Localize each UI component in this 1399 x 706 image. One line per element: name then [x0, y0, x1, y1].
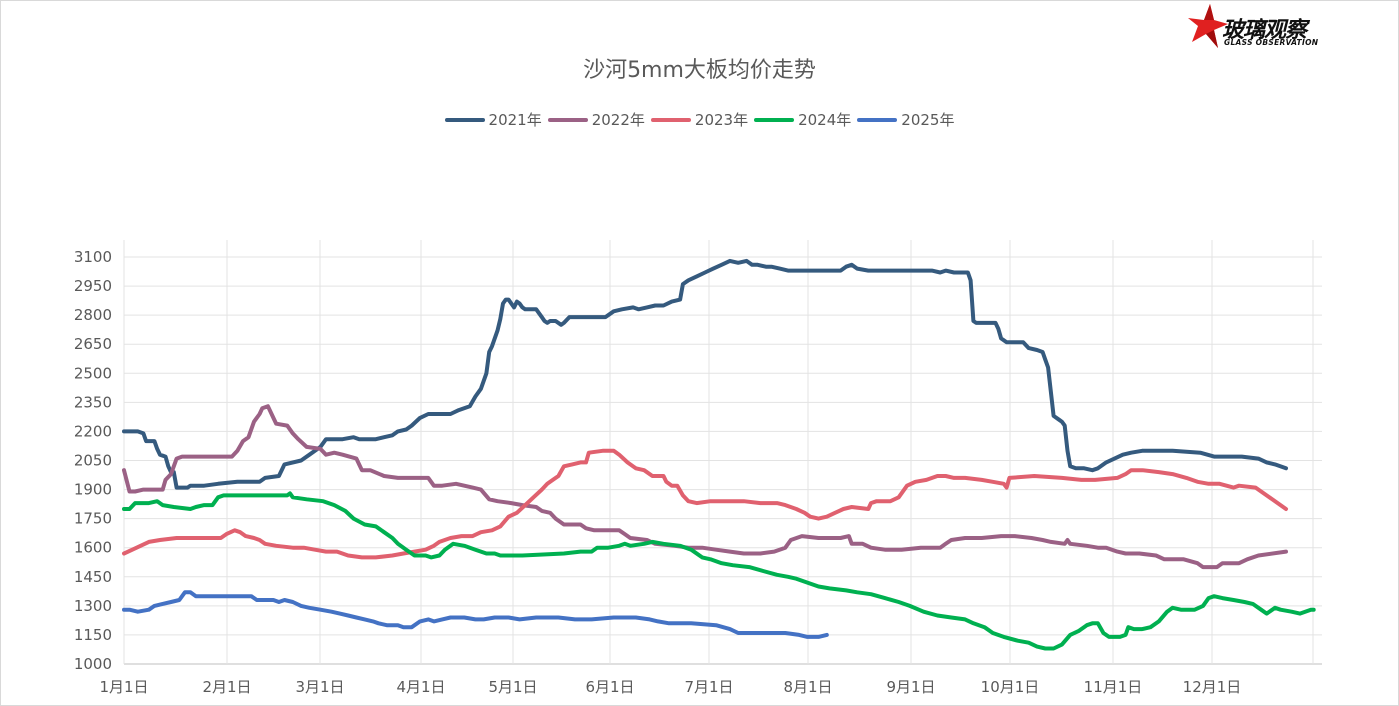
y-tick-label: 2050 [74, 452, 112, 470]
legend-item-2022[interactable]: 2022年 [547, 109, 645, 130]
x-axis: 1月1日 2月1日 3月1日 4月1日 5月1日 6月1日 7月1日 8月1日 9月1日 10月1… [99, 678, 1241, 696]
legend-item-2021[interactable]: 2021年 [444, 109, 542, 130]
x-tick-label: 5月1日 [488, 678, 537, 696]
y-tick-label: 2800 [74, 306, 112, 324]
y-axis: 3100 2950 2800 2650 2500 2350 2200 2050 1900 1750… [74, 248, 112, 673]
chart-legend: 2021年 2022年 2023年 2024年 2025年 [0, 109, 1399, 130]
y-tick-label: 2950 [74, 277, 112, 295]
x-tick-label: 12月1日 [1183, 678, 1242, 696]
y-tick-label: 1000 [74, 655, 112, 673]
y-tick-label: 1600 [74, 539, 112, 557]
chart-title: 沙河5mm大板均价走势 [583, 58, 816, 83]
y-tick-label: 1450 [74, 568, 112, 586]
legend-label: 2021年 [488, 111, 542, 129]
y-tick-label: 1300 [74, 597, 112, 615]
x-tick-label: 11月1日 [1084, 678, 1143, 696]
x-tick-label: 9月1日 [886, 678, 935, 696]
series-line-2025年 [122, 590, 829, 639]
legend-label: 2024年 [798, 111, 852, 129]
x-tick-label: 6月1日 [585, 678, 634, 696]
legend-item-2025[interactable]: 2025年 [857, 109, 954, 130]
y-tick-label: 2500 [74, 364, 112, 382]
x-tick-label: 4月1日 [396, 678, 445, 696]
y-tick-label: 2350 [74, 393, 112, 411]
chart-series [122, 258, 1316, 651]
x-tick-label: 1月1日 [99, 678, 148, 696]
x-tick-label: 7月1日 [684, 678, 733, 696]
x-tick-label: 8月1日 [783, 678, 832, 696]
series-line-2021年 [122, 258, 1288, 490]
chart-gridlines [123, 240, 1322, 665]
legend-swatch-2025 [857, 117, 898, 122]
y-tick-label: 1150 [74, 626, 112, 644]
y-tick-label: 1900 [74, 481, 112, 499]
series-line-2024年 [122, 491, 1316, 651]
y-tick-label: 1750 [74, 510, 112, 528]
y-tick-label: 2650 [74, 335, 112, 353]
series-line-2022年 [122, 404, 1288, 570]
legend-label: 2022年 [591, 111, 645, 129]
legend-item-2023[interactable]: 2023年 [650, 109, 749, 130]
star-logo-icon [1188, 4, 1228, 48]
series-line-2023年 [122, 448, 1288, 560]
logo-en-text: GLASS OBSERVATION [1224, 38, 1319, 47]
legend-swatch-2023 [650, 117, 691, 122]
legend-swatch-2021 [444, 117, 485, 122]
legend-label: 2025年 [901, 111, 955, 129]
legend-label: 2023年 [694, 111, 749, 129]
legend-swatch-2024 [754, 117, 795, 122]
legend-swatch-2022 [547, 117, 588, 122]
x-tick-label: 10月1日 [981, 678, 1040, 696]
legend-item-2024[interactable]: 2024年 [754, 109, 851, 130]
logo-cn-text: 玻璃观察 [1222, 18, 1307, 43]
y-tick-label: 3100 [74, 248, 112, 266]
y-tick-label: 2200 [74, 422, 112, 440]
x-tick-label: 2月1日 [202, 678, 251, 696]
x-tick-label: 3月1日 [295, 678, 344, 696]
logo: 玻璃观察 GLASS OBSERVATION [1188, 4, 1348, 56]
